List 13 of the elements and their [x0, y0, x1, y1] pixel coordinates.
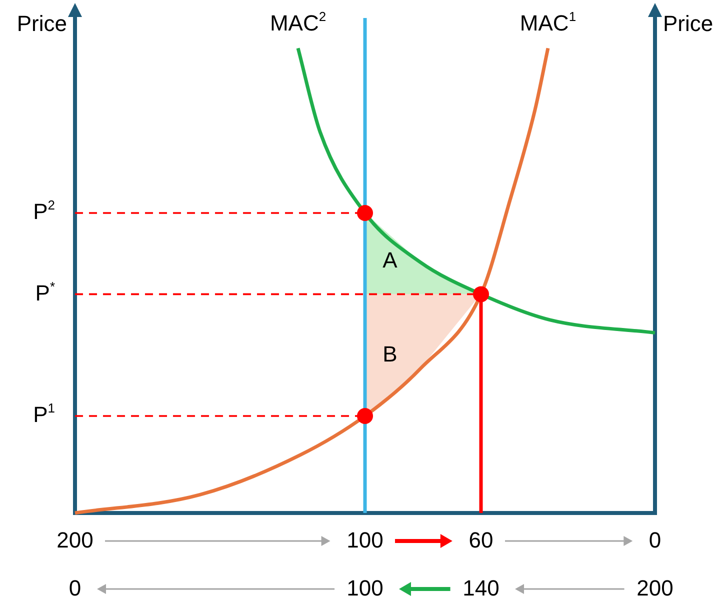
x2-tick-label: 200	[636, 575, 674, 600]
x-tick-label: 100	[346, 527, 384, 552]
y2-axis-title: Price	[663, 11, 714, 36]
annotation: B	[382, 341, 398, 366]
x-tick-label: 0	[648, 527, 662, 552]
series-label: P*	[35, 278, 56, 306]
annotation: A	[382, 247, 398, 272]
y-axis-title: Price	[16, 11, 67, 36]
x2-tick-label: 100	[346, 575, 384, 600]
x-tick-label: 60	[468, 527, 494, 552]
x-tick-label: 200	[56, 527, 94, 552]
x2-tick-label: 140	[462, 575, 500, 600]
x2-tick-label: 0	[68, 575, 82, 600]
